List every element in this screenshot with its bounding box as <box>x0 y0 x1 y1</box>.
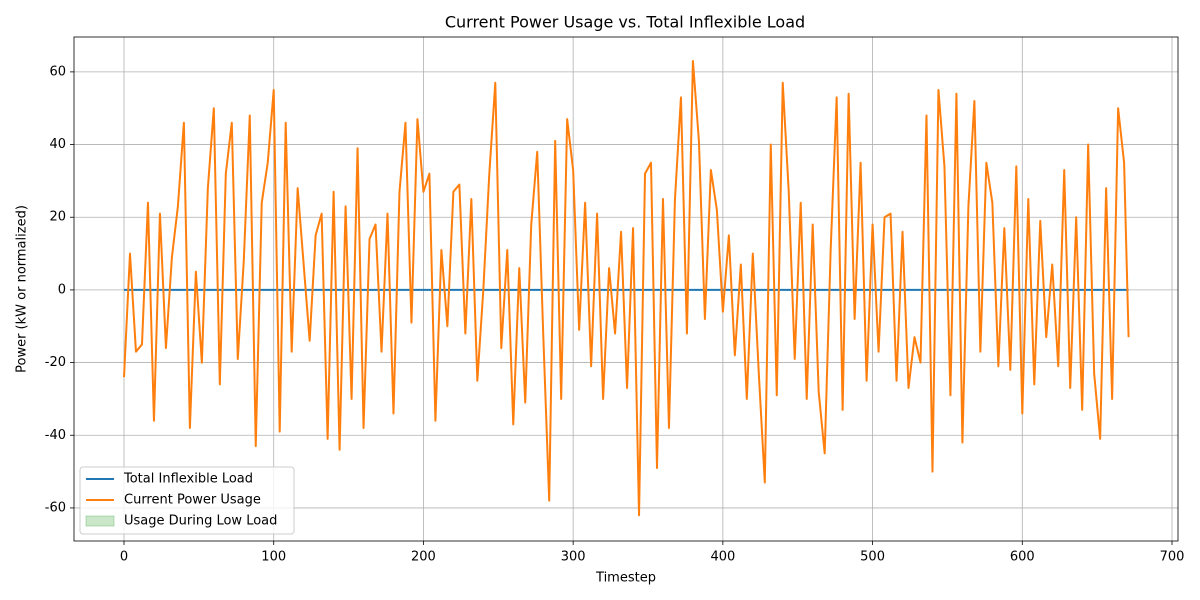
x-tick-label: 300 <box>561 550 586 565</box>
x-tick-label: 700 <box>1160 550 1185 565</box>
y-tick-label: -20 <box>45 355 66 370</box>
y-tick-label: 20 <box>49 210 66 225</box>
y-tick-label: 40 <box>49 137 66 152</box>
x-tick-label: 0 <box>120 550 128 565</box>
y-tick-label: -60 <box>45 500 66 515</box>
x-tick-label: 100 <box>261 550 286 565</box>
x-axis-label: Timestep <box>595 571 656 586</box>
y-tick-label: -40 <box>45 428 66 443</box>
series-line <box>123 59 1130 517</box>
y-axis-label: Power (kW or normalized) <box>15 205 30 373</box>
legend-label: Total Inflexible Load <box>123 472 253 487</box>
legend-swatch <box>85 515 115 527</box>
legend-box <box>79 466 295 535</box>
legend-label: Current Power Usage <box>124 493 261 508</box>
x-tick-label: 600 <box>1010 550 1035 565</box>
x-tick-label: 200 <box>411 550 436 565</box>
x-tick-label: 500 <box>860 550 885 565</box>
y-tick-label: 0 <box>58 282 66 297</box>
x-tick-label: 400 <box>710 550 735 565</box>
legend-label: Usage During Low Load <box>124 514 277 529</box>
legend: Total Inflexible Load Current Power Usage… <box>79 466 295 535</box>
y-tick-label: 60 <box>49 64 66 79</box>
plot-frame <box>73 36 1179 542</box>
chart-title: Current Power Usage vs. Total Inflexible… <box>445 13 805 32</box>
